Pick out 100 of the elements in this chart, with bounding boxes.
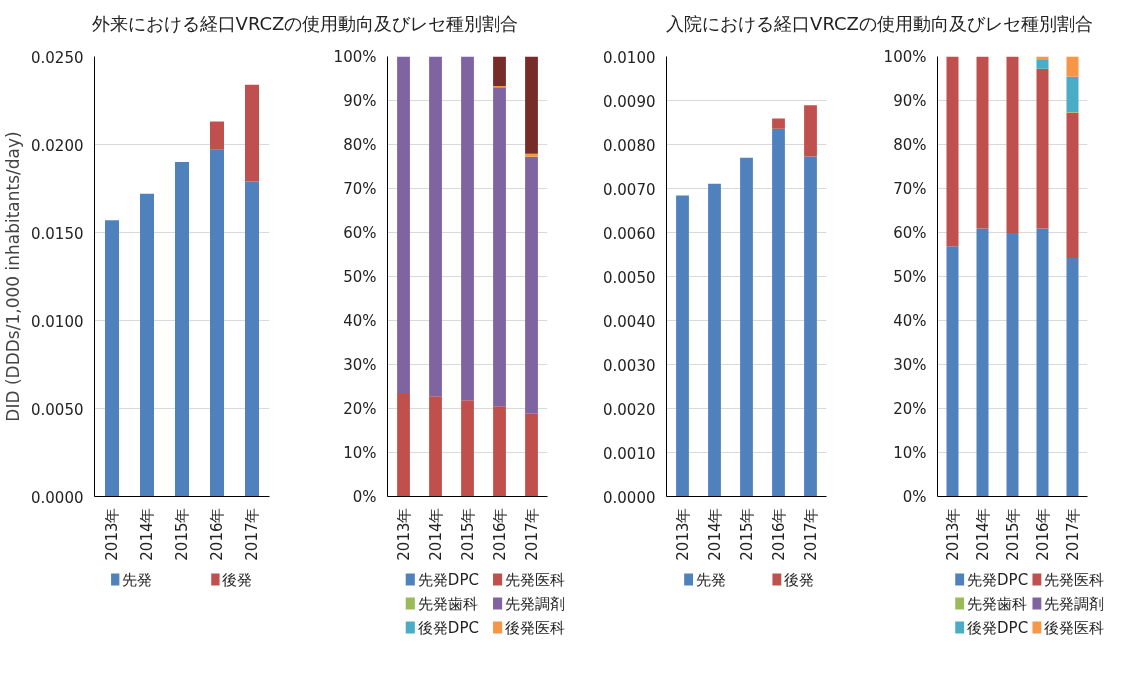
y-tick-label: 0.0070: [603, 180, 656, 199]
legend-label: 先発医科: [505, 570, 566, 589]
bar: [493, 87, 506, 407]
x-tick-label: 2013年: [394, 507, 413, 561]
x-tick-label: 2017年: [243, 507, 261, 561]
bar: [976, 56, 989, 229]
y-tick-label: 0.0000: [31, 488, 84, 507]
bar: [1036, 68, 1049, 229]
y-tick-label: 0.0100: [603, 48, 656, 67]
x-tick-label: 2015年: [1003, 507, 1022, 561]
bar: [525, 156, 538, 414]
bar: [175, 162, 189, 497]
x-tick-label: 2013年: [673, 507, 692, 561]
y-tick-label: 80%: [343, 135, 377, 154]
y-tick-label: 10%: [893, 443, 927, 462]
legend-label: 先発調剤: [1044, 594, 1105, 613]
legend-label: 先発DPC: [967, 570, 1029, 589]
bar: [493, 56, 506, 86]
y-tick-label: 20%: [343, 399, 377, 418]
bar: [772, 128, 785, 497]
y-tick-label: 0.0100: [31, 312, 84, 331]
y-tick-label: 40%: [343, 311, 377, 330]
bar: [429, 56, 442, 397]
legend-label: 先発歯科: [417, 594, 478, 613]
bar: [1066, 56, 1079, 77]
bar: [676, 195, 689, 497]
bar: [397, 56, 410, 394]
y-tick-label: 0.0000: [603, 488, 656, 507]
legend-label: 先発: [695, 570, 726, 589]
legend-label: 後発DPC: [417, 618, 479, 637]
y-tick-label: 0.0150: [31, 224, 84, 243]
x-tick-label: 2013年: [103, 507, 121, 561]
bar: [804, 105, 817, 157]
x-tick-label: 2016年: [490, 507, 509, 561]
y-tick-label: 50%: [893, 267, 927, 286]
x-tick-label: 2014年: [705, 507, 724, 561]
y-tick-label: 100%: [883, 47, 927, 66]
bar: [525, 413, 538, 497]
bar: [740, 157, 753, 497]
x-tick-label: 2014年: [138, 507, 156, 561]
legend-label: 後発医科: [1044, 618, 1105, 637]
y-tick-label: 70%: [343, 179, 377, 198]
bar: [708, 183, 721, 497]
bar: [1036, 228, 1049, 497]
y-tick-label: 90%: [893, 91, 927, 110]
y-tick-label: 0.0200: [31, 136, 84, 155]
text: 入院における経口VRCZの使用動向及びレセ種別割合: [666, 12, 1093, 36]
bar: [105, 220, 119, 497]
legend-label: 先発DPC: [417, 570, 479, 589]
x-tick-label: 2017年: [522, 507, 541, 561]
legend-label: 先発: [122, 570, 153, 589]
bar: [210, 149, 224, 497]
y-tick-label: 100%: [333, 47, 377, 66]
bar: [1066, 258, 1079, 497]
bar: [1066, 76, 1079, 112]
x-tick-label: 2015年: [458, 507, 477, 561]
bar: [804, 156, 817, 497]
legend-label: 後発: [784, 570, 815, 589]
legend-label: 後発DPC: [967, 618, 1029, 637]
legend-label: 先発調剤: [505, 594, 566, 613]
bar: [1036, 60, 1049, 69]
y-tick-label: 0.0080: [603, 136, 656, 155]
y-tick-label: 90%: [343, 91, 377, 110]
bar: [245, 84, 259, 182]
bar: [140, 193, 154, 497]
x-tick-label: 2014年: [426, 507, 445, 561]
y-tick-label: 0%: [352, 487, 377, 506]
y-tick-label: 0.0050: [31, 400, 84, 419]
bar: [493, 406, 506, 497]
y-tick-label: 20%: [893, 399, 927, 418]
bar: [946, 246, 959, 497]
bar: [461, 400, 474, 497]
bar: [772, 118, 785, 129]
bar: [525, 153, 538, 157]
bar: [1006, 232, 1019, 497]
x-tick-label: 2016年: [208, 507, 226, 561]
y-tick-label: 60%: [343, 223, 377, 242]
y-tick-label: 70%: [893, 179, 927, 198]
legend-label: 先発歯科: [967, 594, 1028, 613]
bar: [429, 396, 442, 497]
bar: [1006, 56, 1019, 233]
y-tick-label: 0%: [902, 487, 927, 506]
y-tick-label: 0.0060: [603, 224, 656, 243]
x-tick-label: 2017年: [801, 507, 820, 561]
bar: [461, 56, 474, 401]
legend-label: 先発医科: [1044, 570, 1105, 589]
y-tick-label: 0.0250: [31, 48, 84, 67]
bar: [397, 393, 410, 497]
bar: [245, 181, 259, 497]
y-tick-label: 60%: [893, 223, 927, 242]
y-tick-label: 0.0050: [603, 268, 656, 287]
x-tick-label: 2013年: [943, 507, 962, 561]
y-tick-label: 40%: [893, 311, 927, 330]
bar: [976, 228, 989, 497]
legend-label: 後発医科: [505, 618, 566, 637]
y-tick-label: 80%: [893, 135, 927, 154]
x-tick-label: 2016年: [769, 507, 788, 561]
y-axis-title: DID (DDDs/1,000 inhabitants/day): [3, 131, 24, 422]
y-tick-label: 0.0030: [603, 356, 656, 375]
legend-label: 後発: [222, 570, 253, 589]
